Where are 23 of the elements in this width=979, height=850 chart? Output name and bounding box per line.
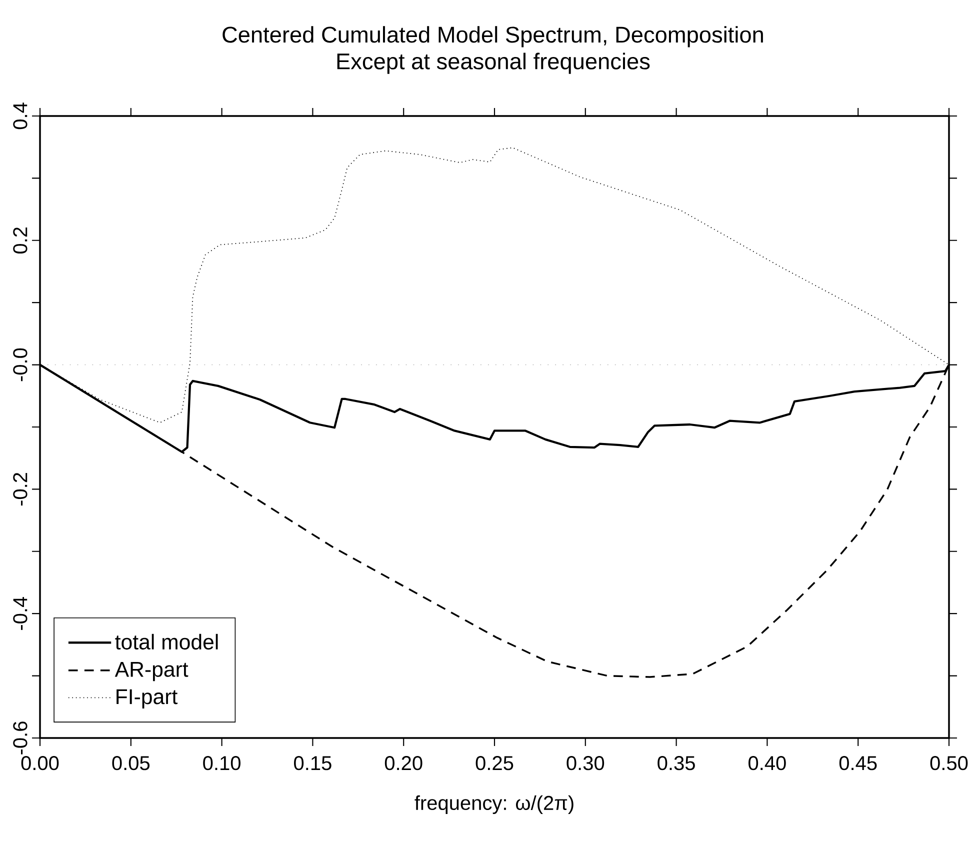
x-tick-label: 0.20 [384,756,422,770]
legend-label: FI-part [116,689,178,708]
y-tick-label: -0.0 [13,348,28,382]
x-tick-label: 0.25 [476,756,514,770]
y-tick-label: 0.4 [13,102,28,130]
y-tick-label: -0.2 [13,472,28,506]
x-tick-label: 0.35 [658,756,695,770]
x-tick-label: 0.15 [294,756,332,770]
x-tick-label: 0.50 [930,756,968,770]
y-tick-label: -0.6 [13,722,28,754]
legend-label: total model [115,634,218,650]
y-tick-label: 0.2 [13,227,28,254]
x-axis-title: frequency: ω/(2π) [414,795,574,814]
legend-label: AR-part [114,662,188,682]
y-tick-label: -0.4 [13,596,28,630]
x-tick-label: 0.10 [203,756,240,770]
x-tick-label: 0.00 [21,756,59,770]
x-tick-label: 0.05 [112,756,150,770]
x-tick-label: 0.45 [839,756,877,770]
x-tick-label: 0.40 [748,756,786,770]
chart-title: Centered Cumulated Model Spectrum, Decomposition [222,26,763,48]
chart-subtitle: Except at seasonal frequencies [337,52,650,74]
x-tick-label: 0.30 [566,756,604,770]
